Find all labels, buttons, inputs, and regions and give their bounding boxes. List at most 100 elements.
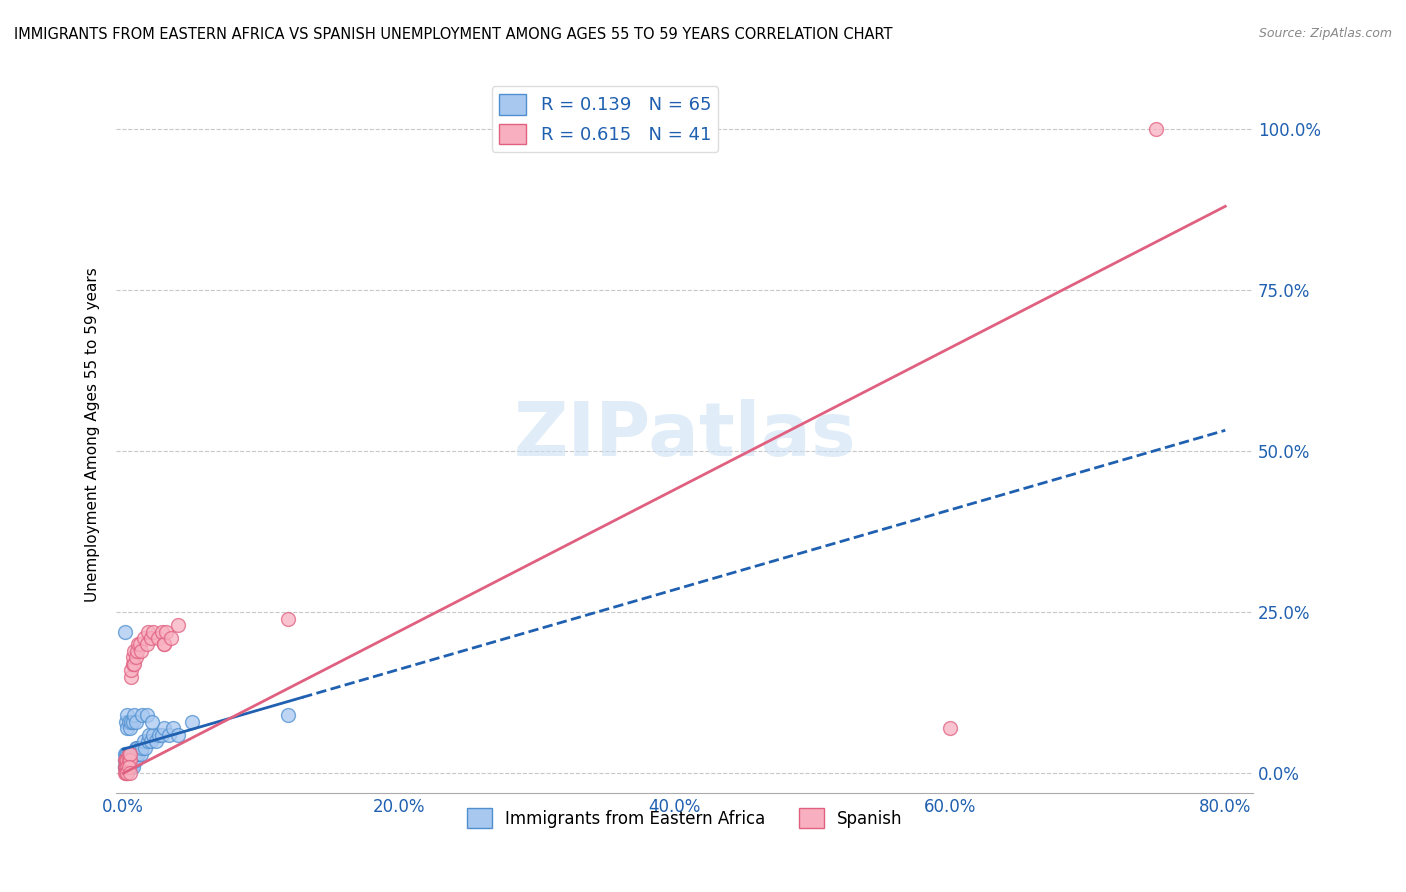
Point xyxy=(142,728,165,742)
Point xyxy=(127,747,149,761)
Point xyxy=(118,721,141,735)
Point xyxy=(117,760,139,774)
Legend: Immigrants from Eastern Africa, Spanish: Immigrants from Eastern Africa, Spanish xyxy=(460,802,910,834)
Point xyxy=(122,747,145,761)
Point xyxy=(117,754,139,768)
Point xyxy=(118,747,141,761)
Point xyxy=(118,714,141,729)
Point xyxy=(139,631,162,645)
Point xyxy=(114,766,136,780)
Point xyxy=(134,740,156,755)
Point xyxy=(121,747,143,761)
Point xyxy=(114,760,136,774)
Point xyxy=(157,728,180,742)
Point xyxy=(118,760,141,774)
Point xyxy=(131,708,153,723)
Point xyxy=(124,740,146,755)
Point xyxy=(118,754,141,768)
Point xyxy=(145,734,167,748)
Point xyxy=(118,754,141,768)
Point xyxy=(118,760,141,774)
Point xyxy=(115,754,138,768)
Point xyxy=(122,754,145,768)
Point xyxy=(153,721,176,735)
Point xyxy=(115,754,138,768)
Point xyxy=(181,714,204,729)
Point xyxy=(120,663,142,677)
Point xyxy=(120,747,142,761)
Point xyxy=(167,728,190,742)
Point xyxy=(118,747,141,761)
Point xyxy=(128,740,150,755)
Point xyxy=(118,747,141,761)
Point xyxy=(131,740,153,755)
Point xyxy=(160,631,183,645)
Point xyxy=(129,644,152,658)
Point xyxy=(132,631,155,645)
Point xyxy=(153,637,176,651)
Point xyxy=(132,734,155,748)
Point xyxy=(121,714,143,729)
Point xyxy=(117,721,139,735)
Point xyxy=(114,760,136,774)
Point xyxy=(114,754,136,768)
Point xyxy=(117,760,139,774)
Point xyxy=(114,624,136,639)
Y-axis label: Unemployment Among Ages 55 to 59 years: Unemployment Among Ages 55 to 59 years xyxy=(86,268,100,602)
Point xyxy=(155,624,177,639)
Point xyxy=(124,650,146,665)
Point xyxy=(127,637,149,651)
Point xyxy=(136,734,159,748)
Point xyxy=(115,760,138,774)
Point xyxy=(118,760,141,774)
Point xyxy=(138,728,160,742)
Point xyxy=(148,728,170,742)
Point xyxy=(153,637,176,651)
Point xyxy=(146,631,169,645)
Point xyxy=(114,754,136,768)
Point xyxy=(118,760,141,774)
Point xyxy=(122,708,145,723)
Point xyxy=(117,754,139,768)
Point xyxy=(120,760,142,774)
Point xyxy=(129,747,152,761)
Point xyxy=(117,766,139,780)
Text: IMMIGRANTS FROM EASTERN AFRICA VS SPANISH UNEMPLOYMENT AMONG AGES 55 TO 59 YEARS: IMMIGRANTS FROM EASTERN AFRICA VS SPANIS… xyxy=(14,27,893,42)
Point xyxy=(141,714,163,729)
Point xyxy=(142,624,165,639)
Point xyxy=(115,747,138,761)
Point xyxy=(125,740,148,755)
Point xyxy=(118,747,141,761)
Point xyxy=(128,637,150,651)
Point xyxy=(139,734,162,748)
Point xyxy=(114,747,136,761)
Point xyxy=(118,754,141,768)
Point xyxy=(121,754,143,768)
Text: ZIPatlas: ZIPatlas xyxy=(513,399,856,472)
Point xyxy=(121,760,143,774)
Point xyxy=(117,708,139,723)
Point xyxy=(124,754,146,768)
Point xyxy=(150,728,173,742)
Point xyxy=(120,714,142,729)
Point xyxy=(118,754,141,768)
Point xyxy=(115,754,138,768)
Point xyxy=(277,708,299,723)
Point xyxy=(135,637,157,651)
Point xyxy=(120,754,142,768)
Point xyxy=(277,612,299,626)
Point xyxy=(118,754,141,768)
Point xyxy=(125,747,148,761)
Point xyxy=(939,721,962,735)
Point xyxy=(125,644,148,658)
Point xyxy=(120,670,142,684)
Point xyxy=(114,760,136,774)
Point xyxy=(121,650,143,665)
Point xyxy=(122,657,145,671)
Point xyxy=(122,644,145,658)
Point xyxy=(135,708,157,723)
Point xyxy=(136,624,159,639)
Point xyxy=(115,766,138,780)
Point xyxy=(124,714,146,729)
Point xyxy=(117,760,139,774)
